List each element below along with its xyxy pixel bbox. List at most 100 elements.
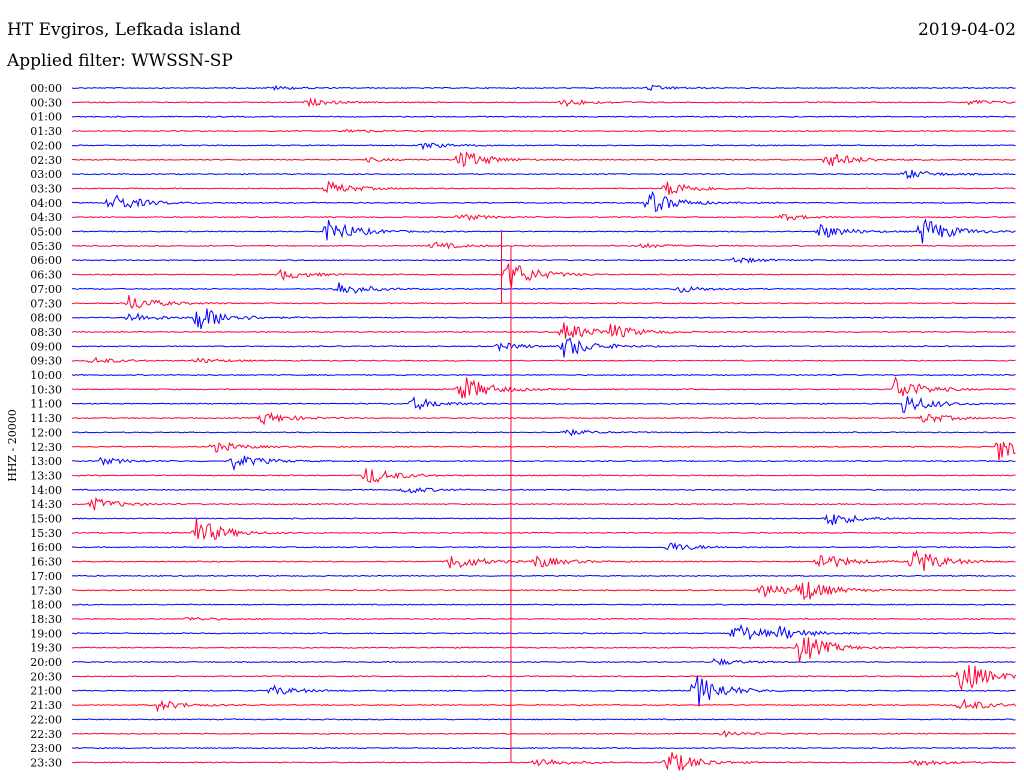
seismic-trace [72, 428, 1016, 437]
seismic-trace [71, 698, 1016, 713]
time-tick-label: 16:00 [30, 541, 62, 554]
time-tick-label: 11:00 [30, 398, 62, 411]
time-tick-label: 22:30 [30, 728, 62, 741]
seismic-trace [71, 542, 1016, 551]
time-tick-label: 07:30 [30, 297, 62, 310]
seismic-trace [71, 151, 1016, 168]
time-tick-label: 00:30 [30, 96, 62, 109]
seismic-trace [71, 455, 1016, 472]
time-tick-label: 01:30 [30, 125, 62, 138]
time-tick-label: 22:00 [30, 713, 62, 726]
seismic-trace [71, 241, 1016, 250]
seismic-trace [71, 213, 1016, 222]
seismic-trace [71, 487, 1016, 494]
seismic-trace [71, 142, 1016, 151]
seismic-trace [71, 623, 1016, 640]
time-tick-label: 03:00 [30, 168, 62, 181]
seismic-trace [71, 729, 1016, 738]
seismic-trace [72, 115, 1016, 118]
seismic-trace [71, 581, 1016, 601]
time-tick-label: 20:30 [30, 670, 62, 683]
time-tick-label: 17:30 [30, 584, 62, 597]
time-tick-label: 13:30 [30, 469, 62, 482]
time-tick-label: 23:30 [30, 756, 62, 769]
record-date: 2019-04-02 [917, 20, 1016, 40]
seismic-trace [71, 746, 1016, 750]
time-tick-label: 04:00 [30, 197, 62, 210]
time-tick-label: 07:00 [30, 283, 62, 296]
time-tick-label: 21:30 [30, 699, 62, 712]
time-tick-label: 23:00 [30, 742, 62, 755]
time-tick-label: 11:30 [30, 412, 62, 425]
time-tick-label: 12:30 [30, 441, 62, 454]
filter-label: Applied filter: WWSSN-SP [7, 51, 233, 71]
seismic-trace [71, 263, 1016, 288]
seismic-trace [71, 373, 1016, 377]
time-tick-label: 02:00 [30, 139, 62, 152]
time-tick-label: 10:00 [30, 369, 62, 382]
time-tick-label: 14:30 [30, 498, 62, 511]
seismic-trace [71, 496, 1016, 511]
seismic-trace [71, 396, 1016, 413]
seismic-trace [71, 574, 1016, 578]
time-tick-label: 08:30 [30, 326, 62, 339]
seismic-trace [72, 718, 1016, 721]
time-tick-label: 19:00 [30, 627, 62, 640]
seismic-trace [72, 295, 1016, 310]
time-tick-label: 14:00 [30, 484, 62, 497]
time-tick-label: 03:30 [30, 182, 62, 195]
seismic-trace [71, 442, 1016, 461]
time-tick-label: 10:30 [30, 383, 62, 396]
seismic-trace [71, 513, 1016, 526]
seismic-trace [71, 308, 1016, 330]
seismic-trace [71, 169, 1016, 180]
time-tick-label: 01:00 [30, 111, 62, 124]
time-tick-label: 21:00 [30, 685, 62, 698]
seismic-trace [71, 376, 1016, 399]
time-tick-label: 18:30 [30, 613, 62, 626]
time-tick-label: 16:30 [30, 556, 62, 569]
seismic-trace [71, 517, 1016, 541]
seismic-trace [71, 356, 1016, 364]
time-tick-label: 00:00 [30, 82, 62, 95]
seismic-trace [71, 282, 1016, 294]
time-tick-label: 02:30 [30, 154, 62, 167]
time-tick-label: 08:00 [30, 312, 62, 325]
time-tick-label: 20:00 [30, 656, 62, 669]
seismic-trace [71, 322, 1016, 339]
seismic-trace [72, 218, 1016, 244]
station-title: HT Evgiros, Lefkada island [7, 20, 241, 40]
seismic-trace [71, 256, 1016, 264]
seismic-trace [71, 180, 1016, 195]
seismic-trace [71, 657, 1016, 666]
seismic-trace [71, 411, 1016, 426]
time-tick-label: 05:00 [30, 226, 62, 239]
time-tick-label: 17:00 [30, 570, 62, 583]
time-tick-label: 09:30 [30, 355, 62, 368]
seismic-trace [71, 468, 1016, 484]
seismic-trace [71, 337, 1016, 358]
time-tick-label: 05:30 [30, 240, 62, 253]
seismic-trace [71, 128, 1016, 133]
seismic-trace [71, 616, 1016, 621]
time-tick-label: 04:30 [30, 211, 62, 224]
seismic-trace [72, 675, 1016, 707]
seismic-trace [72, 637, 1016, 663]
time-tick-label: 15:00 [30, 513, 62, 526]
time-tick-label: 09:00 [30, 340, 62, 353]
time-tick-label: 12:00 [30, 426, 62, 439]
time-tick-label: 19:30 [30, 642, 62, 655]
seismic-trace [71, 190, 1016, 213]
seismic-trace [71, 549, 1016, 571]
seismic-trace [71, 84, 1016, 92]
time-tick-label: 15:30 [30, 527, 62, 540]
seismic-trace [71, 664, 1016, 691]
time-tick-label: 18:00 [30, 599, 62, 612]
seismic-trace [71, 603, 1016, 606]
time-tick-label: 06:30 [30, 269, 62, 282]
time-tick-label: 06:00 [30, 254, 62, 267]
time-tick-label: 13:00 [30, 455, 62, 468]
seismic-trace [71, 752, 1016, 771]
seismic-trace [71, 97, 1016, 108]
